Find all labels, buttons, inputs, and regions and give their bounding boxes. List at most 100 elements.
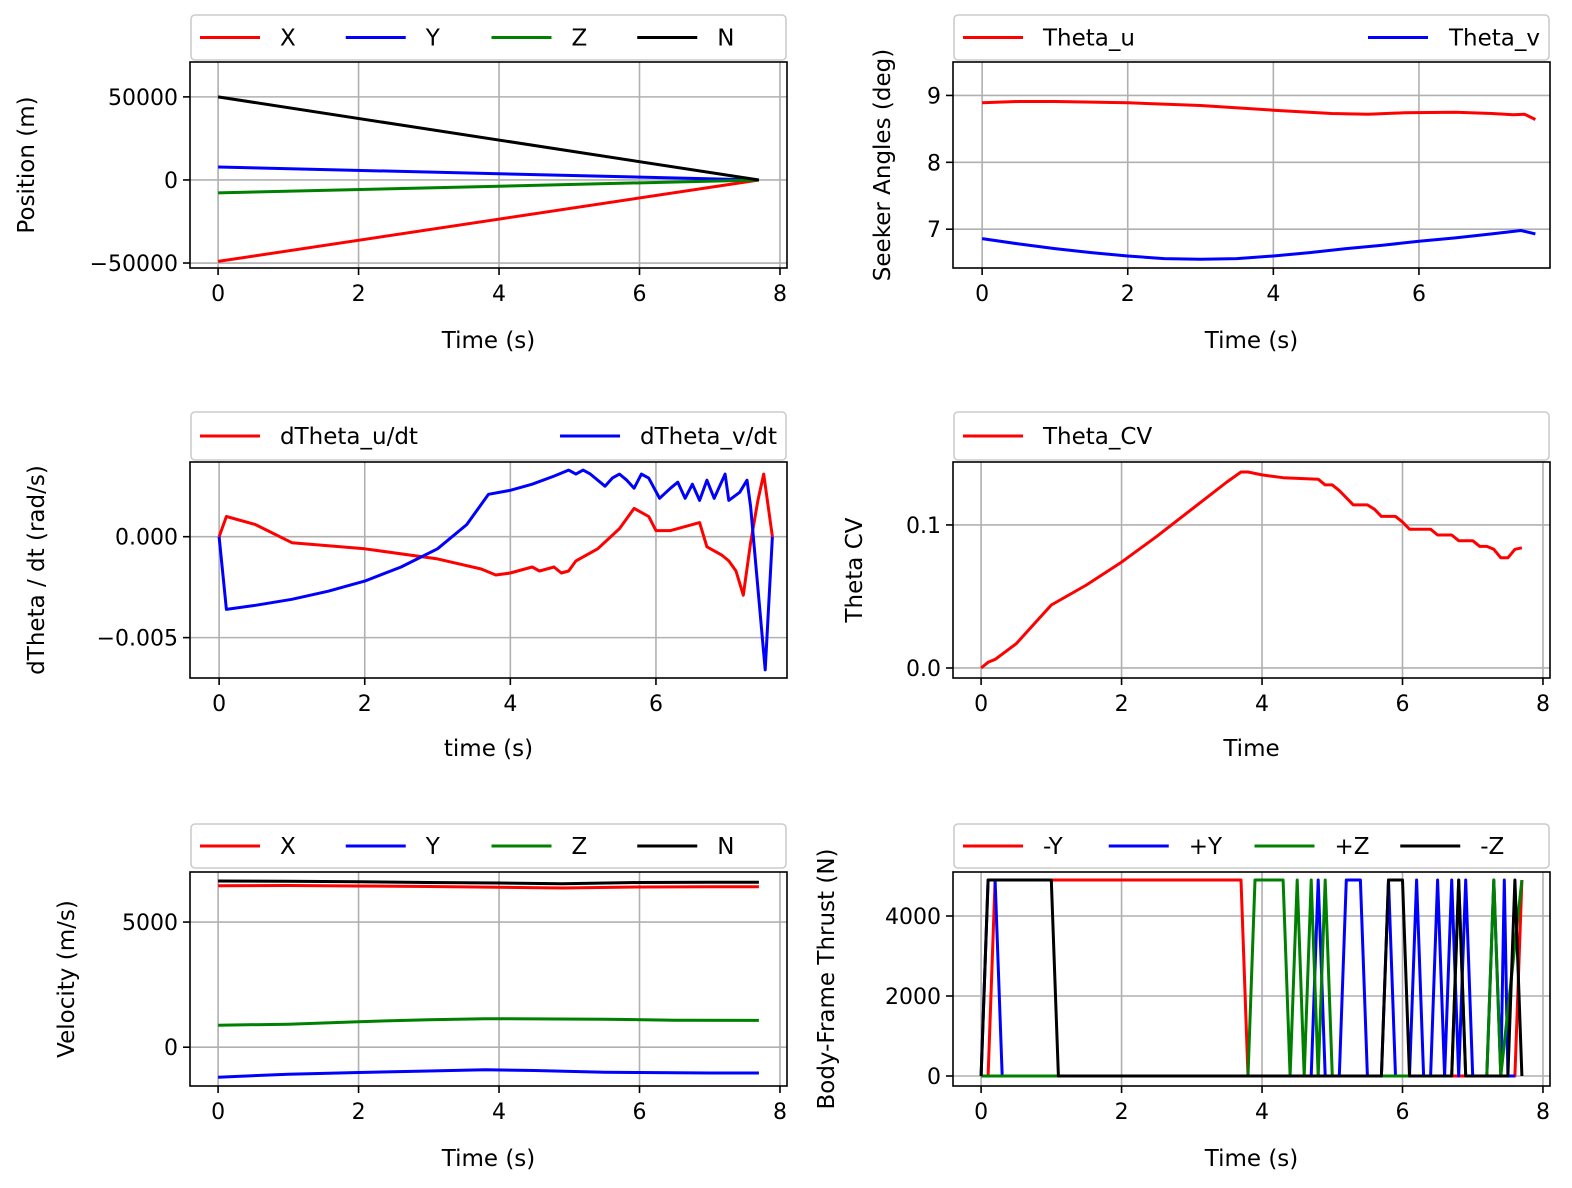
x-tick-label: 8 [1536, 1100, 1550, 1125]
legend-label: -Z [1480, 834, 1504, 860]
x-tick-label: 8 [773, 1100, 787, 1125]
series-line-theta-v [981, 229, 1536, 261]
x-tick-label: 4 [492, 282, 506, 307]
legend-label: +Z [1335, 834, 1370, 860]
series-line-z [979, 878, 1524, 1078]
series-line-dtheta-v-dt [217, 468, 774, 672]
chart-panel-1: 0 2 4 6 8 −50000 0 50000 Time (s) Position (m) X Y Z… [14, 14, 788, 354]
chart-panel-4: 0 2 4 6 8 0.0 0.1 Time Theta CV Theta_CV [842, 411, 1551, 762]
legend: Theta_CV [953, 411, 1550, 461]
x-tick-label: 0 [975, 282, 989, 307]
x-tick-label: 8 [1536, 692, 1550, 717]
y-axis-label: dTheta / dt (rad/s) [24, 465, 50, 675]
x-tick-label: 2 [1115, 692, 1129, 717]
x-tick-label: 6 [1396, 692, 1410, 717]
x-tick-label: 4 [503, 692, 517, 717]
legend-box [953, 823, 1550, 869]
x-tick-label: 4 [1266, 282, 1280, 307]
x-tick-label: 0 [974, 1100, 988, 1125]
x-tick-label: 6 [1412, 282, 1426, 307]
series-line-x [217, 178, 760, 263]
legend-label: +Y [1189, 834, 1223, 860]
legend-label: Theta_v [1448, 26, 1540, 52]
legend-box [190, 411, 787, 461]
axes-frame [189, 461, 788, 679]
legend-label: N [717, 834, 734, 860]
y-axis-label: Position (m) [14, 96, 40, 233]
axes-frame [952, 61, 1551, 269]
legend-label: dTheta_v/dt [640, 424, 777, 450]
legend-box [190, 14, 787, 61]
series-line-z [218, 1017, 759, 1027]
series-line-theta-u [982, 100, 1537, 121]
legend-label: X [280, 26, 296, 52]
x-axis-label: Time (s) [441, 328, 536, 354]
series-line-y [218, 1068, 759, 1079]
series-line-theta-cv [980, 470, 1523, 670]
x-axis-label: time (s) [444, 736, 533, 762]
axes-frame [189, 871, 788, 1087]
y-tick-label: 0 [164, 1036, 178, 1061]
legend-label: Theta_u [1042, 26, 1135, 52]
y-tick-label: 7 [927, 218, 941, 243]
series-line-x [218, 884, 759, 890]
legend: Theta_u Theta_v [953, 14, 1550, 61]
series-line-dtheta-u-dt [217, 472, 774, 597]
y-tick-label: 0 [927, 1065, 941, 1090]
x-tick-label: 0 [212, 692, 226, 717]
y-axis-label: Body-Frame Thrust (N) [814, 848, 840, 1109]
legend-label: Z [572, 834, 588, 860]
legend-label: Z [572, 26, 588, 52]
chart-panel-5: 0 2 4 6 8 0 5000 Time (s) Velocity (m/s) X Y Z N [54, 823, 788, 1172]
x-tick-label: 2 [1121, 282, 1135, 307]
y-axis-label: Seeker Angles (deg) [870, 49, 896, 281]
y-tick-label: 50000 [108, 86, 178, 111]
legend-box [190, 823, 787, 869]
series-line-y [218, 165, 759, 182]
legend-label: dTheta_u/dt [280, 424, 418, 450]
legend-label: Theta_CV [1042, 424, 1152, 450]
x-tick-label: 4 [492, 1100, 506, 1125]
y-tick-label: 4000 [885, 905, 941, 930]
x-tick-label: 6 [1396, 1100, 1410, 1125]
y-axis-label: Theta CV [842, 517, 868, 623]
x-tick-label: 8 [773, 282, 787, 307]
x-tick-label: 2 [352, 282, 366, 307]
chart-panel-6: 0 2 4 6 8 0 2000 4000 Time (s) Body-Frame Thrust … [814, 823, 1551, 1172]
x-axis-label: Time (s) [1204, 328, 1299, 354]
legend-box [953, 14, 1550, 61]
x-axis-label: Time (s) [441, 1146, 536, 1172]
legend: -Y +Y +Z -Z [953, 823, 1550, 869]
y-tick-label: 8 [927, 151, 941, 176]
series-line-z [981, 878, 1524, 1078]
x-tick-label: 0 [211, 282, 225, 307]
x-tick-label: 2 [358, 692, 372, 717]
legend-label: X [280, 834, 296, 860]
x-tick-label: 6 [633, 1100, 647, 1125]
series-line-n [217, 95, 760, 182]
x-tick-label: 2 [1115, 1100, 1129, 1125]
x-axis-label: Time (s) [1204, 1146, 1299, 1172]
y-tick-label: 0.1 [906, 514, 941, 539]
chart-panel-2: 0 2 4 6 7 8 9 Time (s) Seeker Angles (deg) Theta_… [870, 14, 1551, 354]
y-axis-label: Velocity (m/s) [54, 900, 80, 1058]
legend: dTheta_u/dt dTheta_v/dt [190, 411, 787, 461]
y-tick-label: 5000 [122, 911, 178, 936]
x-tick-label: 6 [649, 692, 663, 717]
y-tick-label: 2000 [885, 985, 941, 1010]
y-tick-label: 0.0 [906, 657, 941, 682]
legend-label: Y [425, 26, 441, 52]
x-tick-label: 2 [352, 1100, 366, 1125]
axes-frame [952, 461, 1551, 679]
x-tick-label: 4 [1255, 692, 1269, 717]
legend-label: -Y [1043, 834, 1064, 860]
y-tick-label: 0.000 [115, 526, 178, 551]
chart-panel-3: 0 2 4 6 −0.005 0.000 time (s) dTheta / dt (rad/… [24, 411, 788, 762]
x-axis-label: Time [1222, 736, 1279, 762]
y-tick-label: 9 [927, 84, 941, 109]
legend-box [953, 411, 1550, 461]
legend-label: Y [425, 834, 441, 860]
